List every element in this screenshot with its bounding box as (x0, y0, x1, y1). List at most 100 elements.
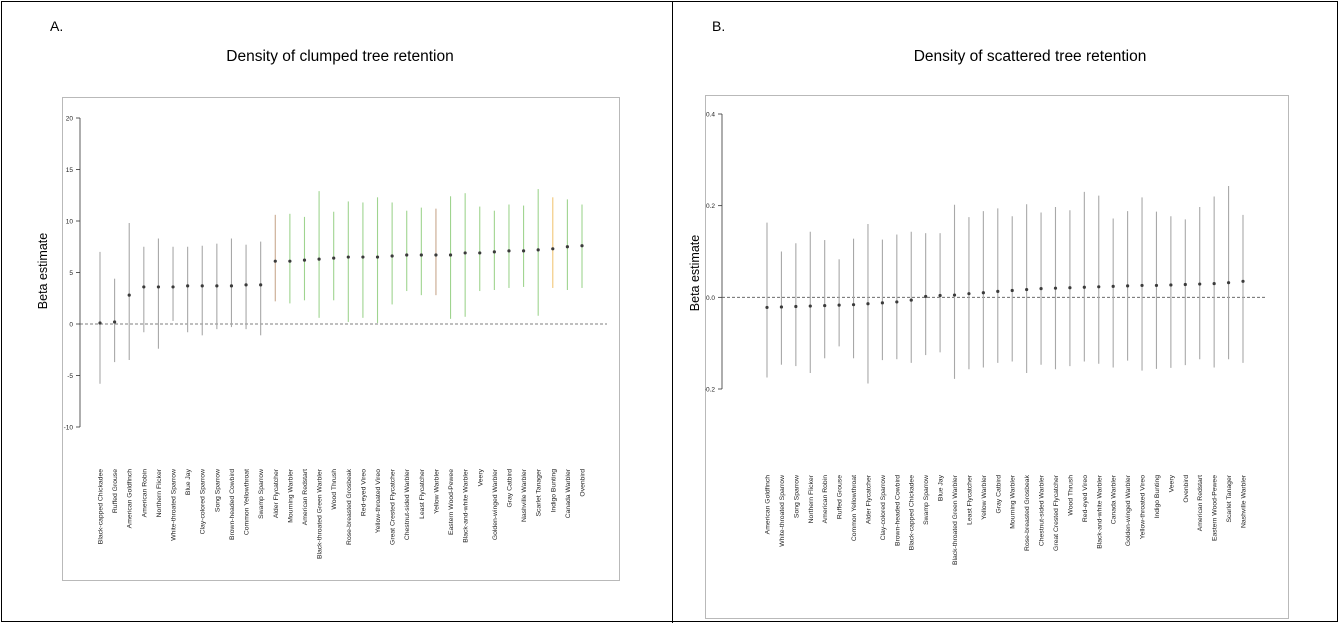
panel-a-point-estimate (273, 259, 277, 263)
panel-b-point-estimate (1169, 283, 1173, 287)
panel-b-point-estimate (837, 303, 841, 307)
panel-b-x-tick-label: Wood Thrush (1067, 475, 1074, 516)
panel-b-x-tick-label: Alder Flycatcher (865, 474, 872, 524)
panel-b-x-tick-label: Black-throated Green Warbler (952, 474, 959, 565)
panel-a-point-estimate (405, 253, 409, 257)
panel-b-point-estimate (823, 303, 827, 308)
panel-a-y-tick-label: 20 (66, 116, 74, 123)
panel-a-point-estimate (419, 253, 423, 257)
panel-a-x-tick-label: Clay-colored Sparrow (200, 469, 207, 534)
panel-a-point-estimate (536, 248, 540, 252)
panel-b-x-tick-label: Eastern Wood-Pewee (1212, 475, 1219, 541)
panel-b-x-tick-label: Veery (1168, 474, 1175, 492)
panel-a-point-estimate (507, 249, 511, 253)
panel-a-point-estimate (156, 285, 161, 289)
panel-b-point-estimate (1226, 281, 1231, 285)
panel-b-point-estimate (1140, 283, 1144, 288)
panel-b-x-tick-label: American Robin (822, 475, 829, 524)
panel-a-point-estimate (142, 285, 146, 289)
panel-a-x-tick-label: Canada Warbler (565, 468, 572, 518)
panel-b-x-tick-label: Golden-winged Warbler (1125, 474, 1132, 546)
panel-a-point-estimate (551, 247, 555, 251)
panel-b-point-estimate (924, 294, 928, 299)
panel-a-x-tick-label: Veery (477, 468, 484, 486)
panel-b-point-estimate (1010, 288, 1014, 293)
panel-a-point-estimate (565, 245, 569, 249)
panel-a-x-tick-label: Ovenbird (580, 469, 587, 497)
panel-a-point-estimate (259, 283, 263, 287)
panel-b-point-estimate (981, 291, 985, 295)
panel-b-point-estimate (1154, 283, 1159, 288)
panel-a-x-tick-label: Yellow Warbler (433, 468, 440, 514)
panel-a-x-tick-label: American Goldfinch (127, 469, 134, 529)
panel-a-point-estimate (302, 258, 307, 262)
panel-a-y-tick-label: -5 (67, 373, 73, 380)
panel-b-point-estimate (967, 292, 971, 296)
panel-a-x-tick-label: White-throated Sparrow (171, 469, 178, 541)
panel-b-point-estimate (1183, 282, 1187, 287)
panel-b-x-tick-label: Ovenbird (1183, 475, 1190, 503)
panel-b-point-estimate (1097, 285, 1101, 289)
panel-b-point-estimate (880, 301, 884, 305)
panel-b-x-tick-label: Song Sparrow (793, 475, 800, 518)
panel-b-x-tick-label: Chestnut-sided Warbler (1039, 474, 1046, 546)
panel-a-point-estimate (317, 257, 321, 261)
panel-a-x-tick-label: Least Flycatcher (419, 468, 426, 519)
panel-b-x-tick-label: Black-and-white Warbler (1096, 474, 1103, 549)
panel-b-point-estimate (1053, 286, 1058, 290)
panel-a-point-estimate (244, 283, 248, 287)
panel-b-letter: B. (712, 18, 726, 34)
panel-b-point-estimate (765, 305, 769, 310)
panel-a-point-estimate (390, 254, 394, 258)
panel-a-chart: -10 -5 0 5 10 15 20 Black-capped Chickadee Ruffe… (64, 116, 607, 559)
panel-a-x-tick-label: Chestnut-sided Warbler (404, 468, 411, 540)
panel-b-x-tick-label: Blue Jay (938, 474, 945, 501)
panel-a-point-estimate (229, 284, 234, 288)
panel-a-x-tick-label: Swamp Sparrow (258, 469, 265, 519)
panel-b-chart: -0.2 0.0 0.2 0.4 American Goldfinch White-thr… (705, 112, 1265, 565)
panel-b-x-tick-label: Northern Flicker (808, 474, 815, 523)
panel-a-point-estimate (361, 255, 365, 259)
panel-b-x-tick-label: Ruffed Grouse (837, 475, 844, 519)
panel-a-plot-frame (62, 97, 620, 581)
panel-b-x-tick-label: American Redstart (1197, 475, 1204, 531)
panel-a-point-estimate (448, 253, 453, 257)
panel-a-x-tick-label: Nashville Warbler (521, 468, 528, 522)
panel-b-point-estimate (1082, 285, 1086, 289)
panel-a-point-estimate (521, 249, 526, 253)
panel-b-title: Density of scattered tree retention (913, 48, 1147, 65)
panel-a-point-estimate (375, 255, 380, 259)
panel-a-x-tick-label: Blue Jay (185, 468, 192, 495)
panel-b-point-estimate (909, 298, 913, 302)
panel-b-point-estimate (1126, 284, 1130, 288)
panel-b-x-tick-label: Swamp Sparrow (923, 475, 930, 525)
panel-a-point-estimate (200, 284, 204, 288)
panel-b-point-estimate (1068, 286, 1072, 290)
panel-b-point-estimate (851, 303, 856, 307)
panel-a-letter: A. (50, 18, 64, 34)
panel-a-title: Density of clumped tree retention (226, 48, 454, 65)
panel-a-x-tick-label: American Robin (141, 469, 148, 518)
panel-a-point-estimate (580, 244, 584, 248)
panel-a-point-estimate (127, 293, 131, 297)
panel-b-point-estimate (1198, 282, 1202, 286)
panel-b-point-estimate (1111, 284, 1115, 288)
panel-b-plot-frame (705, 95, 1289, 619)
panel-a-x-tick-label: Red-eyed Vireo (360, 469, 367, 516)
panel-a-y-axis-label: Beta estimate (36, 232, 50, 310)
panel-a-x-tick-label: Rose-breasted Grosbeak (346, 468, 353, 545)
panel-b-point-estimate (808, 304, 812, 308)
panel-b-y-tick-label: 0.2 (706, 203, 715, 210)
panel-a-x-tick-label: Great Crested Flycatcher (390, 468, 397, 545)
panel-b-x-tick-label: Common Yellowthroat (851, 475, 858, 541)
panel-b-point-estimate (996, 289, 1000, 293)
panel-b-y-tick-label: -0.2 (705, 387, 715, 394)
panel-a-x-tick-label: Gray Catbird (506, 469, 513, 508)
panel-a-x-tick-label: Golden-winged Warbler (492, 468, 499, 540)
panel-b-x-tick-label: Rose-breasted Grosbeak (1024, 474, 1031, 551)
panel-a-point-estimate (288, 259, 292, 263)
panel-b-point-estimate (1212, 281, 1216, 286)
panel-b-x-tick-label: Red-eyed Vireo (1082, 475, 1089, 522)
panel-a-x-tick-label: Common Yellowthroat (244, 469, 251, 535)
panel-b-x-tick-label: White-throated Sparrow (779, 475, 786, 547)
